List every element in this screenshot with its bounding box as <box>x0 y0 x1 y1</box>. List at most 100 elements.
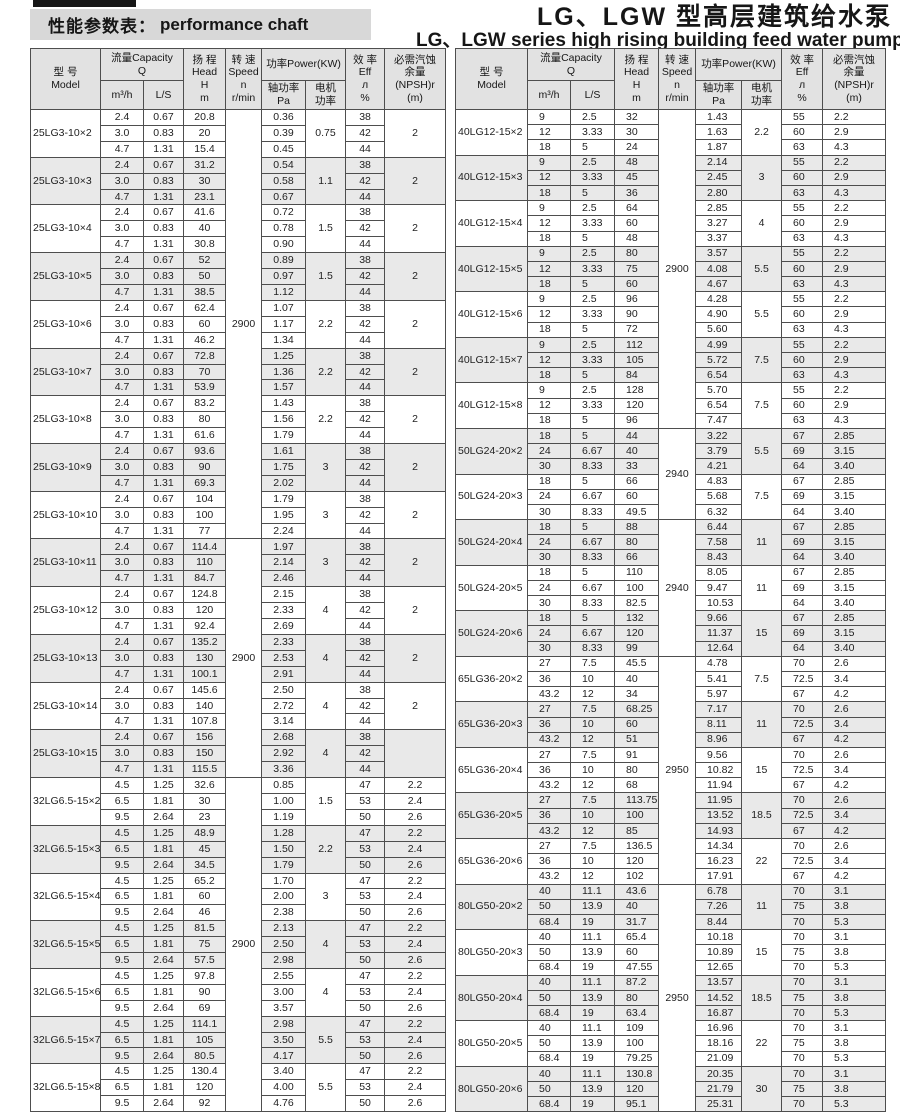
capacity-ls-cell: 2.5 <box>569 108 616 126</box>
left-title-zh: 性能参数表： <box>48 17 156 36</box>
capacity-m3h-cell: 6.5 <box>100 1079 144 1097</box>
table-row: 4.7 1.31 69.3 2.02 44 <box>31 474 446 492</box>
shaft-power-cell: 7.47 <box>695 412 743 429</box>
table-row: 9.5 2.64 46 2.38 50 2.6 <box>31 904 447 922</box>
eff-cell: 64 <box>781 503 824 521</box>
col-header-model: 型 号 Model <box>30 48 101 110</box>
motor-power-cell: 15 <box>741 610 783 657</box>
shaft-power-cell: 4.28 <box>695 291 743 308</box>
npsh-cell: 5.3 <box>822 1005 887 1022</box>
eff-cell: 64 <box>781 549 824 566</box>
capacity-m3h-cell: 2.4 <box>100 204 144 222</box>
capacity-m3h-cell: 50 <box>527 1080 571 1098</box>
shaft-power-cell: 2.45 <box>695 169 743 186</box>
table-row: 30 8.33 33 4.21 64 3.40 <box>456 458 887 475</box>
col-header-m3h: m³/h <box>100 80 144 110</box>
table-row: 40LG12-15×7 9 2.5 112 4.99 7.5 55 2.2 <box>455 336 887 384</box>
eff-cell: 38 <box>345 252 386 270</box>
shaft-power-cell: 11.95 <box>695 792 743 809</box>
head-cell: 112 <box>614 336 660 354</box>
table-row: 12 3.33 45 2.45 60 2.9 <box>456 169 887 186</box>
eff-cell: 60 <box>781 124 824 141</box>
capacity-ls-cell: 5 <box>569 427 616 445</box>
eff-cell: 38 <box>345 681 386 699</box>
head-cell: 34.5 <box>183 856 227 874</box>
shaft-power-cell: 1.95 <box>261 506 307 524</box>
table-row: 50 13.9 40 7.26 75 3.8 <box>456 898 887 915</box>
head-cell: 128 <box>614 382 660 399</box>
shaft-power-cell: 8.96 <box>695 731 743 748</box>
head-cell: 77 <box>183 522 227 540</box>
capacity-m3h-cell: 68.4 <box>527 913 571 931</box>
npsh-cell: 3.15 <box>822 488 887 505</box>
capacity-m3h-cell: 4.7 <box>100 236 144 254</box>
capacity-m3h-cell: 50 <box>527 944 571 961</box>
motor-power-cell: 3 <box>305 443 347 492</box>
model-cell: 25LG3-10×6 <box>30 299 101 349</box>
speed-cell: 2950 <box>658 655 697 885</box>
capacity-ls-cell: 1.31 <box>142 474 185 492</box>
eff-cell: 38 <box>345 347 386 365</box>
right-title-en: LG、LGW series high rising building feed … <box>416 30 900 51</box>
head-cell: 23.1 <box>183 188 227 206</box>
npsh-cell: 2.2 <box>822 245 887 262</box>
head-cell: 99 <box>614 640 660 657</box>
shaft-power-cell: 3.14 <box>261 713 307 731</box>
capacity-m3h-cell: 4.7 <box>100 713 144 731</box>
head-cell: 41.6 <box>183 204 227 222</box>
shaft-power-cell: 7.17 <box>695 701 743 718</box>
npsh-cell: 4.2 <box>822 777 887 794</box>
shaft-power-cell: 1.87 <box>695 139 743 156</box>
capacity-ls-cell: 0.67 <box>142 252 185 270</box>
shaft-power-cell: 2.24 <box>261 522 307 540</box>
eff-cell: 70 <box>781 701 824 718</box>
capacity-ls-cell: 6.67 <box>569 625 616 642</box>
shaft-power-cell: 1.50 <box>261 840 307 858</box>
table-row: 18 5 84 6.54 63 4.3 <box>456 367 887 384</box>
shaft-power-cell: 9.47 <box>695 579 743 597</box>
head-cell: 40 <box>614 670 660 688</box>
model-cell: 40LG12-15×3 <box>455 154 528 202</box>
head-cell: 63.4 <box>614 1005 660 1022</box>
capacity-ls-cell: 5 <box>569 230 616 247</box>
head-cell: 132 <box>614 610 660 627</box>
shaft-power-cell: 0.90 <box>261 236 307 254</box>
npsh-cell: 3.4 <box>822 716 887 733</box>
npsh-cell: 2.9 <box>822 397 887 414</box>
head-cell: 31.2 <box>183 156 227 174</box>
head-cell: 97.8 <box>183 967 227 985</box>
shaft-power-cell: 2.13 <box>261 920 307 938</box>
head-cell: 68 <box>614 777 660 794</box>
head-cell: 79.25 <box>614 1050 660 1067</box>
capacity-ls-cell: 0.67 <box>142 395 185 413</box>
eff-cell: 44 <box>345 188 386 206</box>
capacity-m3h-cell: 9.5 <box>100 952 144 969</box>
head-cell: 40 <box>614 443 660 460</box>
shaft-power-cell: 4.67 <box>695 276 743 293</box>
capacity-m3h-cell: 2.4 <box>100 347 144 365</box>
shaft-power-cell: 14.52 <box>695 989 743 1007</box>
npsh-cell: 2 <box>384 204 447 254</box>
capacity-ls-cell: 0.67 <box>142 109 185 126</box>
shaft-power-cell: 2.50 <box>261 936 307 954</box>
npsh-cell: 2.85 <box>822 564 887 581</box>
shaft-power-cell: 2.92 <box>261 745 307 763</box>
table-row: 3.0 0.83 100 1.95 42 <box>31 506 446 524</box>
eff-cell: 42 <box>345 554 386 572</box>
capacity-m3h-cell: 43.2 <box>527 731 571 748</box>
model-cell: 80LG50-20×4 <box>455 974 528 1022</box>
head-cell: 114.1 <box>183 1015 227 1033</box>
capacity-ls-cell: 0.67 <box>142 729 185 747</box>
head-cell: 20 <box>183 124 227 142</box>
eff-cell: 75 <box>781 1035 824 1052</box>
capacity-m3h-cell: 6.5 <box>100 983 144 1001</box>
model-cell: 25LG3-10×11 <box>30 538 101 588</box>
eff-cell: 47 <box>345 777 386 794</box>
table-row: 40LG12-15×2 9 2.5 32 2900 1.43 2.2 55 2.2 <box>455 108 887 429</box>
eff-cell: 38 <box>345 443 386 460</box>
npsh-cell: 2.2 <box>384 872 447 890</box>
model-cell: 25LG3-10×5 <box>30 252 101 301</box>
head-cell: 113.75 <box>614 792 660 809</box>
capacity-ls-cell: 0.67 <box>142 586 185 604</box>
table-row: 32LG6.5-15×4 4.5 1.25 65.2 1.70 3 47 2.2 <box>30 872 447 922</box>
